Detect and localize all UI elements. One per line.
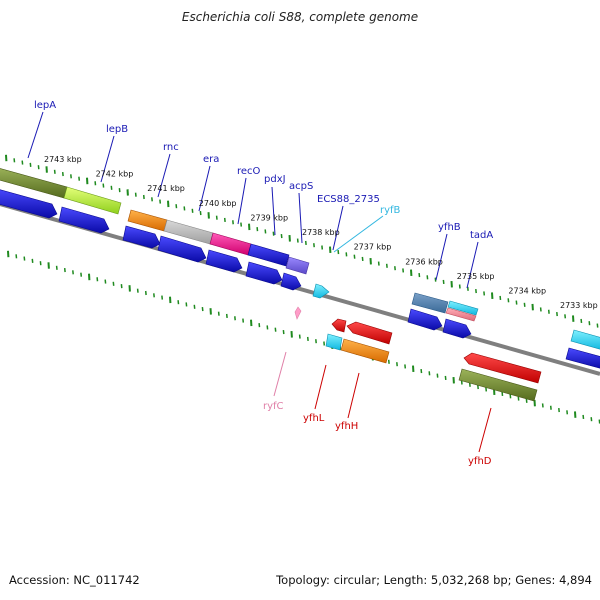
gene-yfhL-feature[interactable] xyxy=(331,318,347,333)
gene-pdxJ-feature[interactable] xyxy=(247,243,290,267)
scale-label: 2735 kbp xyxy=(457,272,495,281)
scale-label: 2739 kbp xyxy=(250,213,288,222)
outer-tick-track xyxy=(5,154,599,328)
gene-lepB-feature[interactable] xyxy=(63,186,122,215)
gene-label-acpS[interactable]: acpS xyxy=(289,181,313,192)
scale-label: 2742 kbp xyxy=(96,170,134,179)
map-title: Escherichia coli S88, complete genome xyxy=(181,10,419,24)
genome-summary-text: Topology: circular; Length: 5,032,268 bp… xyxy=(276,573,592,587)
gene-label-era[interactable]: era xyxy=(203,154,219,165)
label-leaders xyxy=(27,111,492,453)
scale-label: 2740 kbp xyxy=(199,199,237,208)
gene-tadA-feature[interactable] xyxy=(447,300,479,316)
gene-label-rnc[interactable]: rnc xyxy=(163,142,179,153)
gene-label-pdxJ[interactable]: pdxJ xyxy=(264,174,286,185)
gene-label-ryfB[interactable]: ryfB xyxy=(380,205,401,216)
cds-arrow[interactable] xyxy=(205,249,243,273)
gene-right-cyan-feature[interactable] xyxy=(570,329,600,350)
gene-rnc-feature[interactable] xyxy=(127,209,168,232)
gene-label-yfhH[interactable]: yfhH xyxy=(335,421,358,432)
gene-yfhH-feature[interactable] xyxy=(346,321,393,345)
cds-arrow[interactable] xyxy=(442,318,472,339)
reverse-strand-genes xyxy=(294,306,542,402)
scale-label: 2736 kbp xyxy=(405,257,443,266)
gene-yfhH-rna-feature[interactable] xyxy=(340,338,390,364)
gene-acpS-feature[interactable] xyxy=(285,256,310,275)
cds-arrow[interactable] xyxy=(312,283,330,299)
gene-label-yfhD[interactable]: yfhD xyxy=(468,456,492,467)
forward-cds-row xyxy=(0,188,600,369)
gene-label-ECS88_2735[interactable]: ECS88_2735 xyxy=(317,194,380,205)
cds-arrow[interactable] xyxy=(407,308,443,331)
gene-label-tadA[interactable]: tadA xyxy=(470,230,493,241)
gene-yfhB-feature[interactable] xyxy=(411,292,449,314)
cds-arrow[interactable] xyxy=(157,235,207,263)
cds-arrow[interactable] xyxy=(0,188,58,219)
cds-arrow[interactable] xyxy=(280,272,302,291)
gene-recO-feature[interactable] xyxy=(209,232,252,256)
forward-strand-genes xyxy=(0,168,600,350)
cds-arrow[interactable] xyxy=(245,261,283,285)
gene-tadA-rna-feature[interactable] xyxy=(445,307,477,322)
scale-label: 2743 kbp xyxy=(44,155,82,164)
gene-label-yfhL[interactable]: yfhL xyxy=(303,413,325,424)
gene-yfhD-feature[interactable] xyxy=(463,352,542,384)
cds-arrow[interactable] xyxy=(58,206,110,234)
gene-label-lepA[interactable]: lepA xyxy=(34,100,56,111)
scale-label: 2738 kbp xyxy=(302,228,340,237)
inner-tick-track xyxy=(7,250,600,424)
accession-text: Accession: NC_011742 xyxy=(9,573,140,587)
scale-label-group: 2743 kbp 2742 kbp 2741 kbp 2740 kbp 2739 kbp… xyxy=(44,155,598,310)
gene-label-group: lepA lepB rnc era recO pdxJ acpS ECS88_2… xyxy=(34,100,493,467)
gene-label-ryfC[interactable]: ryfC xyxy=(263,401,284,412)
gene-ryfC-feature[interactable] xyxy=(294,306,302,320)
scale-label: 2734 kbp xyxy=(508,287,546,296)
gene-label-recO[interactable]: recO xyxy=(237,166,261,177)
gene-yfhD-rna-feature[interactable] xyxy=(458,368,538,402)
cds-arrow[interactable] xyxy=(122,225,161,249)
cds-arrow[interactable] xyxy=(565,347,600,369)
scale-label: 2737 kbp xyxy=(354,243,392,252)
gene-label-lepB[interactable]: lepB xyxy=(106,124,128,135)
gene-label-yfhB[interactable]: yfhB xyxy=(438,222,461,233)
scale-label: 2733 kbp xyxy=(560,301,598,310)
scale-label: 2741 kbp xyxy=(147,184,185,193)
gene-yfhL-rna-feature[interactable] xyxy=(325,333,343,351)
